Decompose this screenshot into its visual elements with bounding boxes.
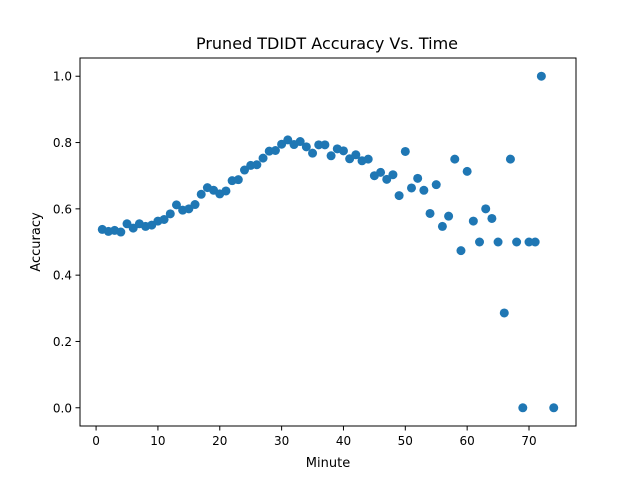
data-point [456, 246, 466, 256]
data-point [326, 151, 336, 161]
data-point [481, 204, 491, 214]
y-axis-ticks: 0.0 0.2 0.4 0.6 0.8 1.0 [53, 70, 80, 415]
data-point [524, 237, 534, 247]
y-axis-label: Accuracy [29, 212, 44, 272]
data-point [240, 165, 250, 175]
y-tick-label: 1.0 [53, 70, 72, 84]
x-tick-label: 30 [274, 434, 289, 448]
x-tick-label: 0 [92, 434, 100, 448]
x-tick-label: 50 [398, 434, 413, 448]
x-axis-label: Minute [306, 456, 350, 471]
data-point [338, 146, 348, 156]
data-point [425, 208, 435, 218]
data-point [320, 140, 330, 150]
x-tick-label: 60 [460, 434, 475, 448]
data-point [196, 189, 206, 199]
data-point [376, 167, 386, 177]
y-tick-label: 0.0 [53, 401, 72, 415]
data-point [165, 209, 175, 219]
data-point [351, 150, 361, 160]
data-point [171, 200, 181, 210]
data-point [190, 200, 200, 210]
y-tick-label: 0.6 [53, 202, 72, 216]
data-point [159, 214, 169, 224]
data-points [97, 71, 559, 413]
data-point [518, 403, 528, 413]
data-point [475, 237, 485, 247]
y-tick-label: 0.4 [53, 269, 72, 283]
chart-title: Pruned TDIDT Accuracy Vs. Time [196, 34, 458, 53]
data-point [413, 173, 423, 183]
data-point [487, 213, 497, 223]
x-axis-ticks: 0 10 20 30 40 50 60 70 [92, 426, 537, 448]
data-point [252, 160, 262, 170]
data-point [505, 154, 515, 164]
plot-frame [79, 57, 577, 427]
data-point [450, 154, 460, 164]
data-point [493, 237, 503, 247]
data-point [258, 153, 268, 163]
x-tick-label: 10 [150, 434, 165, 448]
data-point [468, 216, 478, 226]
data-point [431, 180, 441, 190]
data-point [462, 166, 472, 176]
data-point [301, 142, 311, 152]
data-point [437, 221, 447, 231]
data-point [549, 403, 559, 413]
data-point [270, 146, 280, 155]
data-point [314, 140, 324, 150]
data-point [406, 183, 416, 193]
data-point [116, 227, 126, 237]
data-point [382, 174, 392, 184]
y-tick-label: 0.8 [53, 136, 72, 150]
data-point [221, 186, 231, 196]
data-point [394, 191, 404, 201]
x-tick-label: 20 [212, 434, 227, 448]
data-point [444, 211, 454, 221]
x-tick-label: 70 [521, 434, 536, 448]
data-point [512, 237, 522, 247]
data-point [388, 170, 398, 180]
data-point [530, 237, 540, 247]
data-point [536, 71, 546, 81]
data-point [233, 175, 243, 185]
data-point [499, 308, 509, 318]
data-point [400, 146, 410, 156]
data-point [283, 135, 293, 145]
data-point [363, 154, 373, 164]
y-tick-label: 0.2 [53, 335, 72, 349]
data-point [308, 148, 318, 158]
data-point [295, 137, 305, 147]
data-point [419, 185, 429, 195]
x-tick-label: 40 [336, 434, 351, 448]
